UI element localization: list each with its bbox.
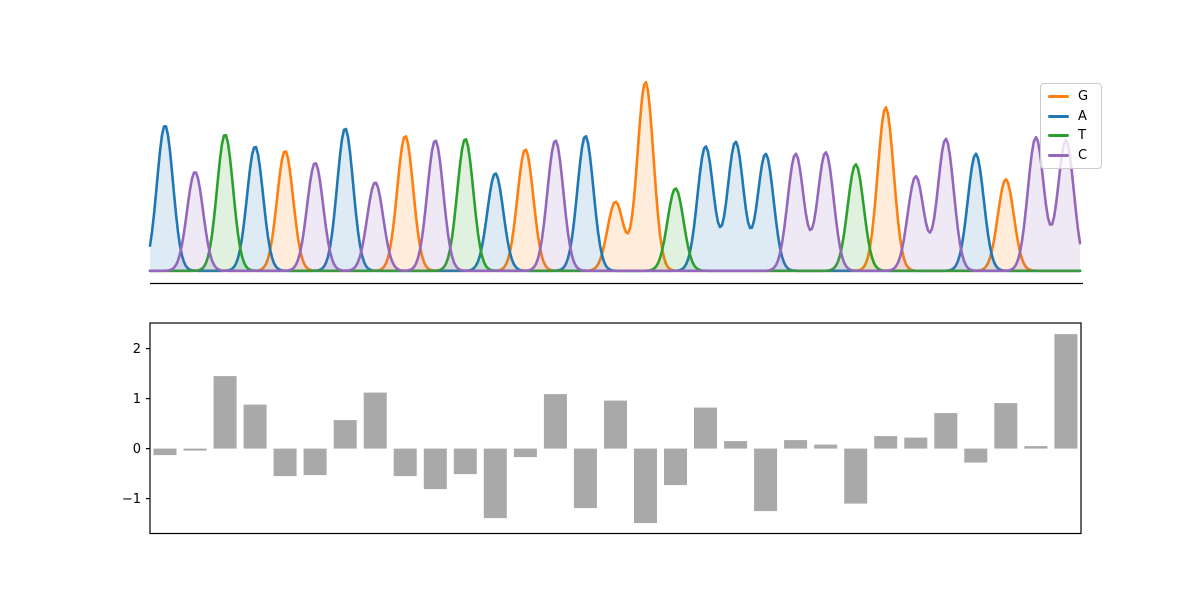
y-tick-label: 1 [133,392,141,407]
bar-position-25 [874,436,898,449]
legend-item-c: C [1048,149,1094,162]
bar-position-28 [964,448,988,463]
bar-position-2 [183,448,207,451]
trace-line-C [148,135,1082,273]
bar-position-3 [213,376,237,449]
bar-position-22 [784,440,808,449]
bar-position-15 [573,448,597,509]
bar-position-11 [453,448,477,475]
bar-plot: 2 1 0 −1 [122,322,1082,535]
axes-border [149,322,1082,535]
legend-item-a: A [1048,110,1094,123]
y-tick-label: 2 [133,342,141,357]
bar-position-20 [724,441,748,449]
bar-position-24 [844,448,868,504]
bar-position-4 [243,404,267,449]
bar-position-17 [634,448,657,524]
legend-label-a: A [1078,108,1087,124]
bar-position-26 [904,437,928,449]
legend-label-t: T [1078,128,1086,144]
legend-swatch-g [1048,95,1069,99]
bar-position-18 [664,448,687,486]
bar-position-1 [153,448,177,456]
trace-fill-T [150,135,1080,272]
bar-position-30 [1024,446,1048,449]
bar-position-9 [393,448,417,477]
bar-position-8 [363,392,387,449]
bar-position-19 [694,407,717,449]
legend: G A T C [1040,83,1102,169]
bar-position-13 [513,448,537,458]
legend-swatch-c [1048,153,1069,157]
bar-position-23 [814,444,838,449]
bar-position-14 [543,394,567,449]
bar-position-21 [754,448,778,512]
legend-item-g: G [1048,90,1094,103]
legend-item-t: T [1048,129,1094,142]
chromatogram-plot [148,80,1083,285]
legend-label-c: C [1078,147,1088,163]
bar-position-29 [994,403,1018,449]
legend-label-g: G [1078,89,1089,105]
legend-swatch-a [1048,114,1069,118]
bar-position-16 [604,400,627,449]
trace-fill-C [150,137,1080,272]
bar-position-27 [934,413,958,449]
bar-position-7 [333,420,357,449]
y-tick-label: −1 [122,492,141,507]
bar-position-10 [423,448,447,490]
legend-swatch-t [1048,134,1069,138]
y-tick-label: 0 [133,442,141,457]
bar-position-31 [1054,334,1078,449]
bar-position-12 [483,448,507,519]
bar-position-5 [273,448,297,477]
bar-position-6 [303,448,327,476]
